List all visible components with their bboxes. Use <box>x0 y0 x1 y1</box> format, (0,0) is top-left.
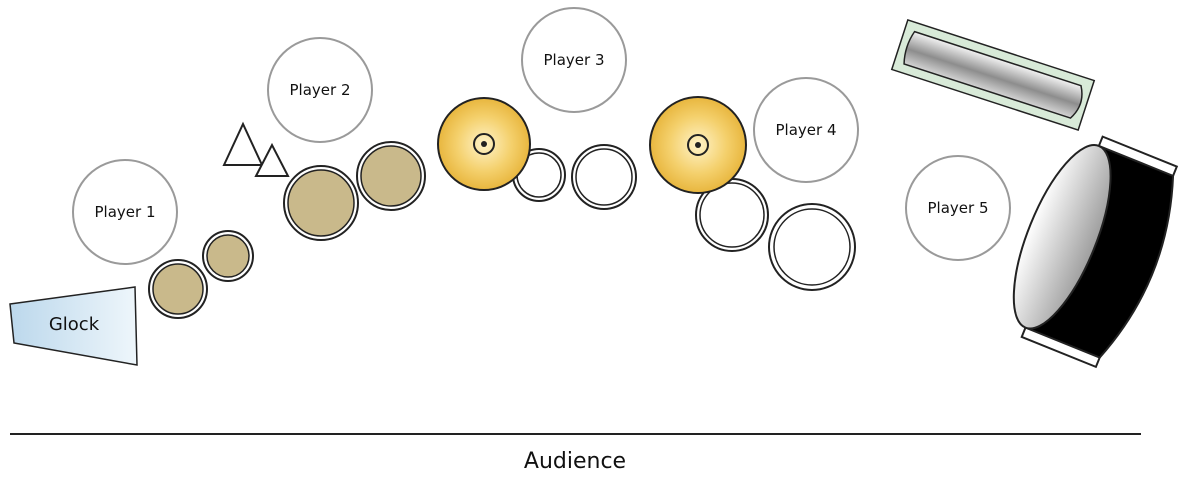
mallet-instrument <box>892 20 1094 130</box>
player-5-label: Player 5 <box>928 199 989 217</box>
player-3: Player 3 <box>522 8 626 112</box>
drum-head <box>153 264 203 314</box>
drum-head <box>576 149 632 205</box>
player-1: Player 1 <box>73 160 177 264</box>
glock-label: Glock <box>49 314 100 335</box>
triangles <box>224 124 288 176</box>
drum-head <box>288 170 354 236</box>
drum-head <box>207 235 249 277</box>
player-2: Player 2 <box>268 38 372 142</box>
player-2-drums <box>284 142 425 240</box>
audience-label: Audience <box>524 449 626 474</box>
player-5: Player 5 <box>906 156 1010 260</box>
bass-drum <box>990 124 1193 374</box>
player-3-kit <box>438 98 636 209</box>
drum-head <box>361 146 421 206</box>
glock: Glock <box>10 287 137 365</box>
player-4: Player 4 <box>754 78 858 182</box>
player-2-label: Player 2 <box>290 81 351 99</box>
drum-head <box>774 209 850 285</box>
player-3-label: Player 3 <box>544 51 605 69</box>
cymbal-center <box>481 141 487 147</box>
player-1-label: Player 1 <box>95 203 156 221</box>
cymbal-center <box>695 142 701 148</box>
player-4-label: Player 4 <box>776 121 837 139</box>
triangle-icon <box>224 124 262 165</box>
